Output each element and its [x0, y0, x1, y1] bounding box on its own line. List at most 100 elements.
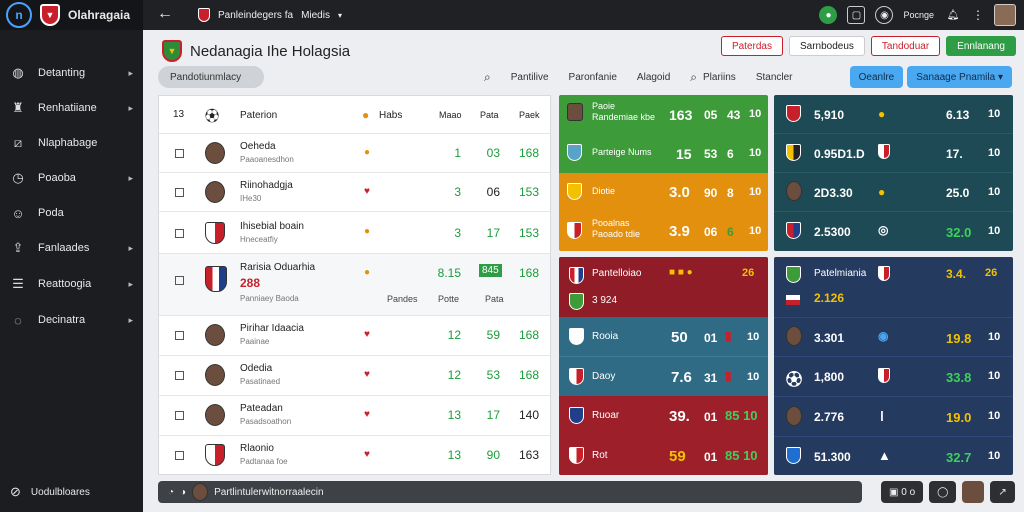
club-crest-icon — [786, 447, 801, 464]
share-button[interactable]: ↗ — [990, 481, 1015, 503]
chat-input-text[interactable]: Partlintulerwitnorraalecin — [214, 486, 324, 498]
sidebar-item-decinatra[interactable]: ◌ Decinatra ▸ — [0, 305, 143, 335]
panel-row[interactable]: Rot 59 01 85 10 — [559, 436, 768, 475]
panel-row[interactable]: 2.776 ǀ 19.0 10 — [774, 396, 1013, 436]
sanaage-button[interactable]: Sanaage Pnamila ▾ — [907, 66, 1012, 88]
panel-row[interactable]: 2.5300 ◎ 32.0 10 — [774, 212, 1013, 251]
panel-row[interactable]: ⚽︎ 1,800 33.8 10 — [774, 356, 1013, 396]
stat-value: 1 — [454, 146, 461, 160]
filter-tab[interactable]: Stancler — [755, 72, 793, 83]
filter-tab[interactable]: Pantilive — [510, 72, 549, 83]
panel-row[interactable]: 2D3.30 ● 25.0 10 — [774, 173, 1013, 212]
chat-button[interactable]: ◯ — [929, 481, 957, 503]
table-row-expanded[interactable]: Rarisia Oduarhia 288 Panniaey Baoda ● 8.… — [159, 254, 550, 316]
ennlanang-button[interactable]: Ennlanang — [946, 36, 1016, 56]
sarnbodeus-button[interactable]: Sarnbodeus — [788, 36, 865, 56]
filter-tab[interactable]: Alagoid — [636, 72, 671, 83]
panel-row[interactable]: Daoy 7.6 31 ▮ 10 — [559, 356, 768, 396]
panel-row[interactable]: Ruoar 39. 01 85 10 — [559, 396, 768, 436]
table-row[interactable]: Oeheda Paaoanesdhon ● 1 03 168 — [159, 134, 550, 173]
paterdas-button[interactable]: Paterdas — [720, 36, 783, 56]
panel-row[interactable]: Rooia 50 01 ▮ 10 — [559, 317, 768, 356]
row-checkbox[interactable] — [175, 411, 184, 420]
breadcrumb-item[interactable]: Panleindegers fa — [218, 9, 294, 21]
avatar[interactable] — [962, 481, 985, 503]
table-row[interactable]: Odedia Pasatinaed ♥ 12 53 168 — [159, 356, 550, 396]
oeanlre-button[interactable]: Oeanlre — [849, 66, 904, 88]
player-name[interactable]: Riinohadgja — [240, 180, 293, 191]
player-sub: Panniaey Baoda — [240, 294, 299, 303]
panel-row[interactable]: 5,910 ● 6.13 10 — [774, 95, 1013, 134]
tandoduar-button[interactable]: Tandoduar — [870, 36, 941, 56]
user-circle-icon[interactable]: ◉ — [875, 6, 894, 24]
stat-value: 10 — [988, 147, 1001, 159]
player-name[interactable]: Rlaonio — [240, 443, 274, 454]
row-checkbox[interactable] — [175, 331, 184, 340]
avatar[interactable] — [994, 4, 1016, 26]
sidebar-item-poda[interactable]: ☺ Poda — [0, 198, 143, 228]
stat-value: 10 — [988, 108, 1001, 120]
search-icon[interactable]: ⌕ — [484, 70, 491, 84]
back-arrow-icon[interactable]: ← — [157, 5, 173, 22]
attach-icon[interactable]: ◑ — [180, 486, 187, 498]
search-icon[interactable]: ⌕ — [690, 70, 698, 84]
column-header[interactable]: Paek — [519, 110, 540, 120]
video-button[interactable]: ▣ 0 o — [881, 481, 924, 503]
panel-row[interactable]: Diotie 3.0 90 8 10 — [559, 173, 768, 212]
filter-tab[interactable]: Plariins — [703, 72, 736, 83]
row-checkbox[interactable] — [175, 451, 184, 460]
search-input[interactable]: Pandotiunmlacy — [158, 66, 264, 88]
window-icon[interactable]: ▢ — [847, 6, 866, 24]
row-checkbox[interactable] — [175, 149, 184, 158]
column-header[interactable]: Maao — [439, 110, 462, 120]
player-name[interactable]: Pateadan — [240, 403, 283, 414]
status-icon[interactable]: ● — [819, 6, 838, 24]
table-row[interactable]: Ihisebial boain Hneceatfiy ● 3 17 153 — [159, 212, 550, 254]
sidebar-item-renhatiiane[interactable]: ♜ Renhatiiane ▸ — [0, 93, 143, 123]
panel-row-label: Rot — [592, 450, 608, 461]
player-name[interactable]: Rarisia Oduarhia — [240, 262, 316, 273]
sidebar-item-reattoogia[interactable]: ☰ Reattoogia ▸ — [0, 269, 143, 299]
column-header[interactable]: Habs — [379, 110, 403, 121]
table-row[interactable]: Rlaonio Padtanaa foe ♥ 13 90 163 — [159, 436, 550, 475]
app-logo-icon[interactable]: n — [6, 2, 32, 28]
sidebar-item-poaoba[interactable]: ◷ Poaoba ▸ — [0, 163, 143, 193]
sidebar-item-nlaphabage[interactable]: ⧄ Nlaphabage — [0, 128, 143, 158]
globe-icon: ◍ — [12, 65, 24, 80]
sidebar-footer[interactable]: ⊘ Uodulbloares — [0, 480, 143, 504]
panel-row[interactable]: 51.300 ▲ 32.7 10 — [774, 436, 1013, 475]
player-name[interactable]: Ihisebial boain — [240, 221, 304, 232]
player-name[interactable]: Oeheda — [240, 141, 276, 152]
breadcrumb-item[interactable]: Miedis — [301, 9, 330, 21]
more-vert-icon[interactable]: ⋮ — [972, 8, 984, 22]
chevron-down-icon[interactable]: ▾ — [337, 10, 342, 20]
chat-input-bar[interactable]: ◔ ◑ Partlintulerwitnorraalecin — [158, 481, 862, 503]
player-name[interactable]: Odedia — [240, 363, 273, 374]
row-checkbox[interactable] — [175, 276, 184, 285]
sidebar-item-detanting[interactable]: ◍ Detanting ▸ — [0, 58, 143, 88]
panel-row[interactable]: Pooalnas Paoado tdie 3.9 06 6 10 — [559, 212, 768, 251]
column-header[interactable]: Paterion — [240, 110, 278, 121]
filter-tab[interactable]: Paronfanie — [568, 72, 617, 83]
settings-icon: ⊘ — [10, 484, 21, 499]
club-crest-icon — [786, 266, 801, 283]
row-checkbox[interactable] — [175, 188, 184, 197]
row-checkbox[interactable] — [175, 229, 184, 238]
table-row[interactable]: Pateadan Pasadsoathon ♥ 13 17 140 — [159, 396, 550, 436]
table-row[interactable]: Pirihar Idaacia Paainae ♥ 12 59 168 — [159, 316, 550, 356]
sidebar-item-fanlaades[interactable]: ⇪ Fanlaades ▸ — [0, 233, 143, 263]
column-header[interactable]: Pata — [480, 110, 499, 120]
panel-row[interactable]: 0.95D1.D 17. 10 — [774, 134, 1013, 173]
user-name[interactable]: Pocnge — [903, 10, 934, 20]
row-checkbox[interactable] — [175, 371, 184, 380]
player-sub: Hneceatfiy — [240, 235, 278, 244]
notification-icon[interactable]: 🔔︎ — [946, 9, 960, 21]
table-row[interactable]: Riinohadgja IHe30 ♥ 3 06 153 — [159, 173, 550, 212]
emoji-icon[interactable]: ◔ — [168, 486, 175, 498]
panel-row[interactable]: 3.301 ◉ 19.8 10 — [774, 317, 1013, 356]
panel-row[interactable]: Parteige Nums 15 53 6 10 — [559, 134, 768, 173]
panel-row[interactable]: Paoie Randemiae kbe 163 05 43 10 — [559, 95, 768, 134]
sidebar-item-label: Reattoogia — [38, 278, 92, 290]
player-name[interactable]: Pirihar Idaacia — [240, 323, 304, 334]
stat-value: 33.8 — [946, 370, 972, 385]
